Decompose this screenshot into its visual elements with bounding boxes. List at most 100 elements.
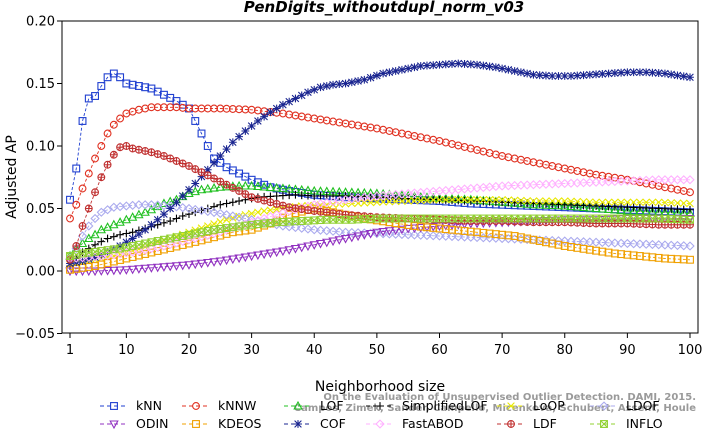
x-tick-label: 20 (181, 343, 198, 358)
data-point-odin (296, 243, 307, 253)
data-point-fastabod (616, 176, 626, 186)
data-point-inflo-cross (485, 214, 494, 223)
data-point-ldf-cross (348, 211, 356, 219)
data-point-knn (97, 82, 106, 90)
data-point-ldof (347, 227, 357, 238)
data-point-ldf-cross (592, 220, 600, 227)
data-point-loop (379, 198, 387, 206)
data-point-lof (572, 201, 582, 211)
legend-item-fastabod: FastABOD (366, 416, 464, 431)
data-point-inflo-cross (598, 214, 607, 223)
data-point-lof (209, 182, 219, 192)
data-point-ldof (390, 229, 401, 239)
data-point-ldof (297, 223, 307, 233)
data-point-loop (560, 197, 569, 205)
data-point-kdeos (686, 255, 694, 264)
data-point-ldof (622, 238, 633, 249)
legend-item-simplifiedlof: SimplifiedLOF (366, 398, 488, 413)
data-point-loop (517, 196, 525, 205)
data-point-ldof (654, 240, 664, 250)
data-point-inflo-cross (661, 214, 669, 223)
data-point-ldf (197, 168, 206, 177)
data-point-ldf-cross (279, 202, 287, 209)
data-point-loop (542, 197, 550, 205)
data-point-cof (661, 69, 669, 78)
data-point-loop (579, 197, 588, 206)
data-point-inflo-cross (648, 214, 657, 223)
data-point-cof (228, 138, 237, 147)
legend-item-cof: COF (284, 416, 346, 431)
data-point-ldof (190, 204, 200, 215)
data-point-inflo-cross (203, 227, 212, 235)
data-point-lof (528, 199, 539, 209)
data-point-ldof (234, 212, 244, 222)
data-point-ldf (116, 143, 125, 152)
data-point-knn (72, 164, 81, 173)
data-point-knnw (485, 149, 494, 157)
data-point-inflo-cross (172, 233, 181, 242)
data-point-ldf (304, 206, 312, 215)
data-point-ldf-cross (148, 148, 155, 156)
data-point-ldf-cross (79, 222, 86, 230)
data-point-odin (616, 215, 626, 224)
data-point-cof (679, 72, 688, 81)
legend-item-ldf: LDF (497, 416, 557, 431)
data-point-simplifiedlof (228, 198, 237, 207)
data-point-odin (284, 246, 294, 255)
legend-item-inflo: INFLO (590, 416, 663, 431)
data-point-cof (585, 70, 594, 79)
data-point-lof (127, 212, 138, 221)
data-point-odin (228, 255, 238, 265)
data-point-loop (398, 197, 406, 206)
data-point-ldf-cross (198, 168, 205, 176)
data-point-cof (241, 127, 250, 135)
data-point-ldf (297, 205, 306, 214)
data-point-cof (247, 122, 256, 130)
data-point-lof (165, 196, 175, 206)
legend-marker (600, 420, 608, 428)
data-point-fastabod (497, 181, 507, 191)
y-tick-label: 0.20 (26, 15, 55, 30)
data-point-fastabod (572, 178, 582, 188)
series-knn (66, 69, 694, 217)
data-point-fastabod (547, 179, 557, 189)
data-point-ldf-cross (135, 146, 143, 154)
data-point-simplifiedlof (222, 199, 231, 208)
data-point-knn (78, 117, 87, 125)
data-point-ldf (291, 204, 300, 213)
data-point-odin (134, 265, 144, 274)
data-point-odin (246, 252, 257, 262)
data-point-loop (636, 198, 644, 207)
data-point-ldf-cross (611, 220, 619, 227)
data-point-cof (416, 62, 425, 70)
data-point-inflo-cross (78, 249, 87, 258)
data-point-cof (185, 185, 193, 194)
legend-label: INFLO (626, 416, 663, 431)
data-point-inflo-cross (592, 214, 600, 223)
data-point-inflo-cross (235, 222, 243, 231)
data-point-odin (303, 242, 313, 252)
data-point-inflo-cross (260, 219, 268, 228)
data-point-inflo-cross (210, 225, 218, 234)
data-point-inflo-cross (473, 214, 481, 223)
data-point-fastabod (622, 176, 633, 186)
data-point-knnw (686, 188, 694, 197)
data-point-ldof (616, 238, 626, 248)
data-point-inflo-cross (542, 214, 550, 223)
data-point-knnw (460, 143, 469, 151)
data-point-inflo-cross (404, 214, 412, 223)
data-point-ldof (685, 241, 695, 251)
data-point-ldf-cross (586, 219, 594, 227)
data-point-cof (178, 192, 187, 200)
data-point-ldof (428, 231, 438, 241)
data-point-ldf-cross (179, 160, 187, 167)
data-point-cof (479, 61, 488, 70)
data-point-ldf-cross (655, 221, 663, 229)
data-point-loop (473, 195, 481, 204)
legend-label: LoOP (533, 398, 565, 413)
data-point-odin (340, 234, 351, 244)
data-point-cof (404, 64, 413, 73)
data-point-lof (146, 204, 157, 214)
data-point-cof (510, 67, 519, 75)
